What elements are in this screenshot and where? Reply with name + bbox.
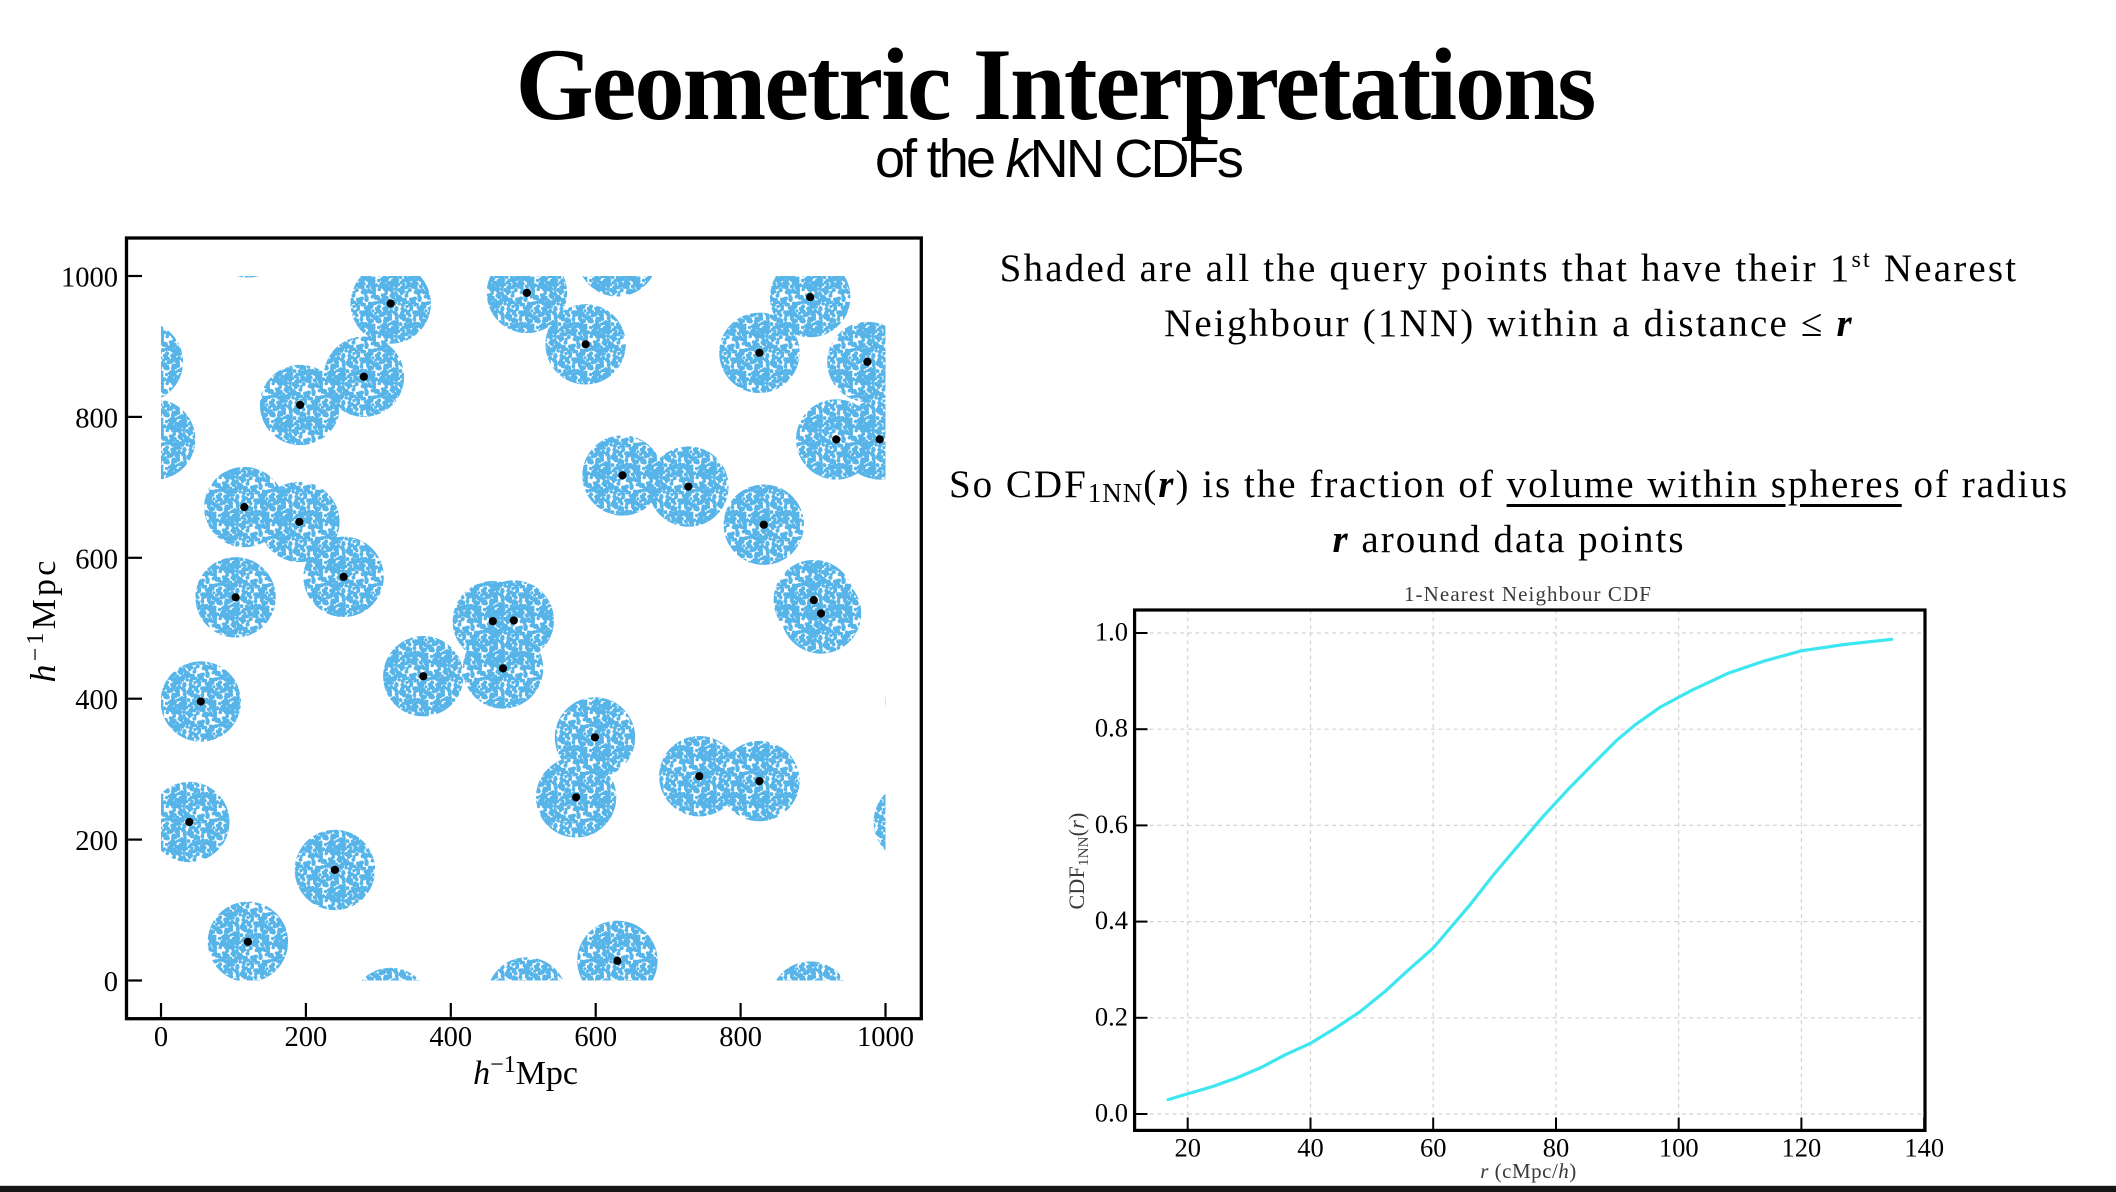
svg-text:h−1Mpc: h−1Mpc xyxy=(23,557,63,682)
svg-text:h−1Mpc: h−1Mpc xyxy=(473,1052,578,1092)
svg-text:0.4: 0.4 xyxy=(1095,905,1128,935)
svg-text:400: 400 xyxy=(75,685,118,716)
svg-text:1000: 1000 xyxy=(61,263,118,294)
svg-text:CDF1NN(r): CDF1NN(r) xyxy=(1064,813,1092,910)
svg-text:40: 40 xyxy=(1297,1133,1324,1163)
svg-text:200: 200 xyxy=(75,826,118,857)
svg-text:20: 20 xyxy=(1174,1133,1201,1163)
svg-text:600: 600 xyxy=(574,1022,617,1053)
svg-text:140: 140 xyxy=(1904,1133,1944,1163)
svg-text:1-Nearest Neighbour CDF: 1-Nearest Neighbour CDF xyxy=(1404,582,1652,606)
svg-text:0.0: 0.0 xyxy=(1095,1098,1128,1128)
svg-text:400: 400 xyxy=(429,1022,472,1053)
svg-text:0.8: 0.8 xyxy=(1095,713,1128,743)
svg-text:1000: 1000 xyxy=(857,1022,914,1053)
svg-text:200: 200 xyxy=(285,1022,328,1053)
svg-text:600: 600 xyxy=(75,544,118,575)
svg-text:60: 60 xyxy=(1420,1133,1447,1163)
svg-text:1.0: 1.0 xyxy=(1095,617,1128,647)
svg-text:0: 0 xyxy=(104,967,118,998)
svg-text:0.6: 0.6 xyxy=(1095,809,1128,839)
svg-text:120: 120 xyxy=(1782,1133,1822,1163)
svg-text:800: 800 xyxy=(75,403,118,434)
svg-text:100: 100 xyxy=(1659,1133,1699,1163)
svg-text:800: 800 xyxy=(719,1022,762,1053)
svg-text:r (cMpc/h): r (cMpc/h) xyxy=(1480,1159,1577,1183)
svg-text:0: 0 xyxy=(154,1022,168,1053)
svg-text:80: 80 xyxy=(1543,1133,1570,1163)
svg-text:0.2: 0.2 xyxy=(1095,1001,1128,1031)
